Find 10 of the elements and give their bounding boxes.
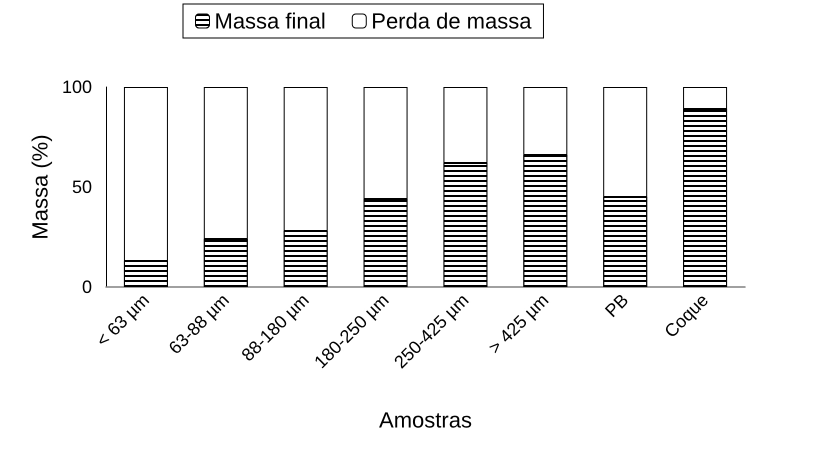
x-tick-label: < 63 µm <box>92 290 154 351</box>
y-axis-title: Massa (%) <box>28 134 53 240</box>
x-tick-label: PB <box>601 290 632 322</box>
x-axis-title: Amostras <box>379 408 472 432</box>
legend-label: Perda de massa <box>371 8 532 34</box>
x-tick-label: > 425 µm <box>484 290 552 358</box>
y-tick-label: 0 <box>82 277 92 297</box>
legend-label: Massa final <box>214 8 326 34</box>
y-tick-label: 100 <box>62 77 92 97</box>
y-tick-label: 50 <box>72 177 92 197</box>
